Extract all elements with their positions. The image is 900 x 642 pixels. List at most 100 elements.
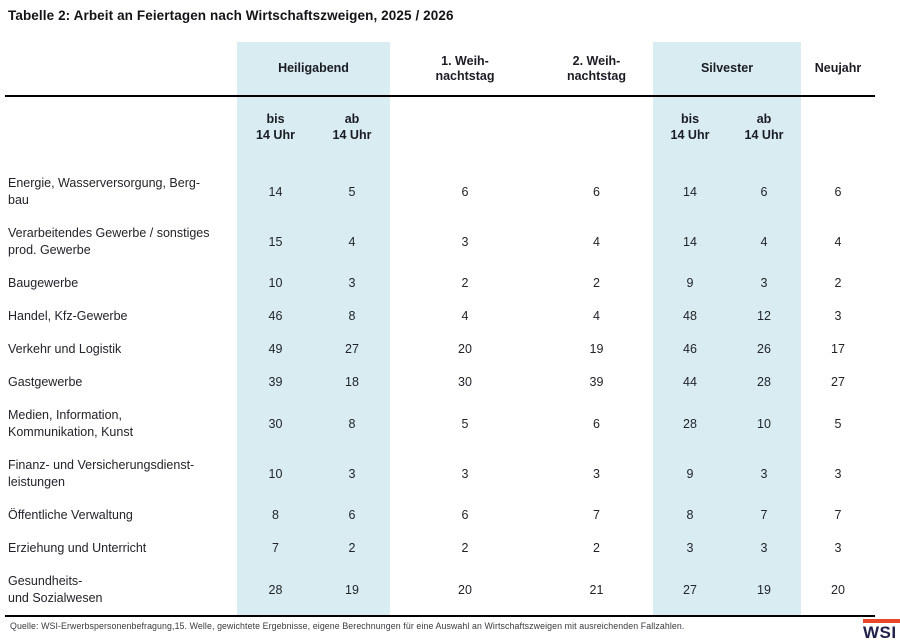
cell-value: 6 <box>461 184 469 199</box>
cell-value: 27 <box>831 375 845 389</box>
row-label: Energie, Wasserversorgung, Berg- bau <box>8 176 200 207</box>
cell-value: 15 <box>237 217 314 267</box>
cell-value: 46 <box>237 300 314 333</box>
cell-value: 2 <box>461 276 469 290</box>
row-label: Verarbeitendes Gewerbe / sonstiges prod.… <box>8 226 210 257</box>
cell-value: 4 <box>727 217 801 267</box>
cell-value: 6 <box>314 499 390 532</box>
cell-value: 3 <box>727 449 801 499</box>
row-label: Gastgewerbe <box>8 375 83 389</box>
cell-value: 19 <box>589 342 604 356</box>
cell-value: 5 <box>834 416 842 431</box>
sub-header-silvester-ab: ab 14 Uhr <box>727 96 801 167</box>
table-row: Verarbeitendes Gewerbe / sonstiges prod.… <box>5 217 875 267</box>
cell-value: 2 <box>593 541 600 555</box>
cell-value: 3 <box>653 532 727 565</box>
cell-value: 8 <box>314 300 390 333</box>
cell-value: 19 <box>727 565 801 617</box>
cell-value: 2 <box>834 276 842 290</box>
row-label: Verkehr und Logistik <box>8 342 122 356</box>
col-header-heiligabend: Heiligabend <box>237 42 390 97</box>
row-label: Baugewerbe <box>8 276 79 290</box>
cell-value: 6 <box>461 508 469 522</box>
cell-value: 19 <box>314 565 390 617</box>
cell-value: 20 <box>458 342 472 356</box>
cell-value: 39 <box>237 366 314 399</box>
logo-accent-bar <box>863 619 900 623</box>
cell-value: 7 <box>834 508 842 522</box>
empty-cell <box>540 96 653 167</box>
table-body: Energie, Wasserversorgung, Berg- bau 14 5 6… <box>5 167 875 617</box>
cell-value: 2 <box>461 541 469 555</box>
table-row: Verkehr und Logistik 49 27 20 19 46 26 17 <box>5 333 875 366</box>
cell-value: 14 <box>653 217 727 267</box>
cell-value: 3 <box>834 466 842 481</box>
sub-header-heiligabend-ab: ab 14 Uhr <box>314 96 390 167</box>
cell-value: 3 <box>727 532 801 565</box>
cell-value: 4 <box>314 217 390 267</box>
cell-value: 9 <box>653 449 727 499</box>
col-header-neujahr: Neujahr <box>801 42 875 97</box>
sub-header-heiligabend-bis: bis 14 Uhr <box>237 96 314 167</box>
cell-value: 27 <box>653 565 727 617</box>
cell-value: 6 <box>593 184 600 199</box>
sub-header-silvester-bis: bis 14 Uhr <box>653 96 727 167</box>
table-row: Handel, Kfz-Gewerbe 46 8 4 4 48 12 3 <box>5 300 875 333</box>
table-row: Medien, Information, Kommunikation, Kuns… <box>5 399 875 449</box>
cell-value: 5 <box>461 416 469 431</box>
row-label: Erziehung und Unterricht <box>8 541 147 555</box>
cell-value: 2 <box>593 276 600 290</box>
cell-value: 39 <box>589 375 604 389</box>
cell-value: 7 <box>237 532 314 565</box>
cell-value: 6 <box>593 416 600 431</box>
wsi-logo: WSI <box>863 619 900 642</box>
row-label: Öffentliche Verwaltung <box>8 508 133 522</box>
corner-cell <box>5 42 237 97</box>
table-row: Baugewerbe 10 3 2 2 9 3 2 <box>5 267 875 300</box>
empty-cell <box>390 96 540 167</box>
cell-value: 2 <box>314 532 390 565</box>
holiday-work-table: Heiligabend 1. Weih- nachtstag 2. Weih- … <box>5 42 900 641</box>
empty-cell <box>801 96 875 167</box>
cell-value: 18 <box>314 366 390 399</box>
table-row: Erziehung und Unterricht 7 2 2 2 3 3 3 <box>5 532 875 565</box>
cell-value: 8 <box>653 499 727 532</box>
source-note: Quelle: WSI-Erwerbspersonenbefragung,15.… <box>10 621 685 631</box>
cell-value: 28 <box>727 366 801 399</box>
cell-value: 3 <box>593 466 600 481</box>
col-header-2-weihnachtstag: 2. Weih- nachtstag <box>540 42 653 97</box>
cell-value: 6 <box>727 167 801 217</box>
row-label: Finanz- und Versicherungsdienst- leistun… <box>8 458 195 489</box>
cell-value: 3 <box>834 541 842 555</box>
row-label: Gesundheits- und Sozialwesen <box>5 565 237 617</box>
cell-value: 3 <box>461 234 469 249</box>
empty-cell <box>5 96 237 167</box>
cell-value: 9 <box>653 267 727 300</box>
cell-value: 10 <box>237 267 314 300</box>
cell-value: 3 <box>834 309 842 323</box>
cell-value: 26 <box>727 333 801 366</box>
cell-value: 4 <box>593 309 600 323</box>
cell-value: 10 <box>237 449 314 499</box>
table-row: Finanz- und Versicherungsdienst- leistun… <box>5 449 875 499</box>
table-row: Gastgewerbe 39 18 30 39 44 28 27 <box>5 366 875 399</box>
cell-value: 27 <box>314 333 390 366</box>
table-row: Öffentliche Verwaltung 8 6 6 7 8 7 7 <box>5 499 875 532</box>
cell-value: 3 <box>461 466 469 481</box>
cell-value: 20 <box>390 565 540 617</box>
table-footer: Quelle: WSI-Erwerbspersonenbefragung,15.… <box>10 619 900 641</box>
cell-value: 4 <box>834 234 842 249</box>
cell-value: 17 <box>831 342 845 356</box>
cell-value: 8 <box>237 499 314 532</box>
cell-value: 49 <box>237 333 314 366</box>
group-header-row: Heiligabend 1. Weih- nachtstag 2. Weih- … <box>5 42 875 97</box>
cell-value: 14 <box>237 167 314 217</box>
cell-value: 3 <box>314 449 390 499</box>
cell-value: 3 <box>314 267 390 300</box>
table-row: Energie, Wasserversorgung, Berg- bau 14 5 6… <box>5 167 875 217</box>
cell-value: 7 <box>727 499 801 532</box>
cell-value: 4 <box>461 309 469 323</box>
row-label: Medien, Information, Kommunikation, Kuns… <box>8 408 134 439</box>
table-row: Gesundheits- und Sozialwesen 28 19 20 21 27 19… <box>5 565 875 617</box>
cell-value: 20 <box>801 565 875 617</box>
